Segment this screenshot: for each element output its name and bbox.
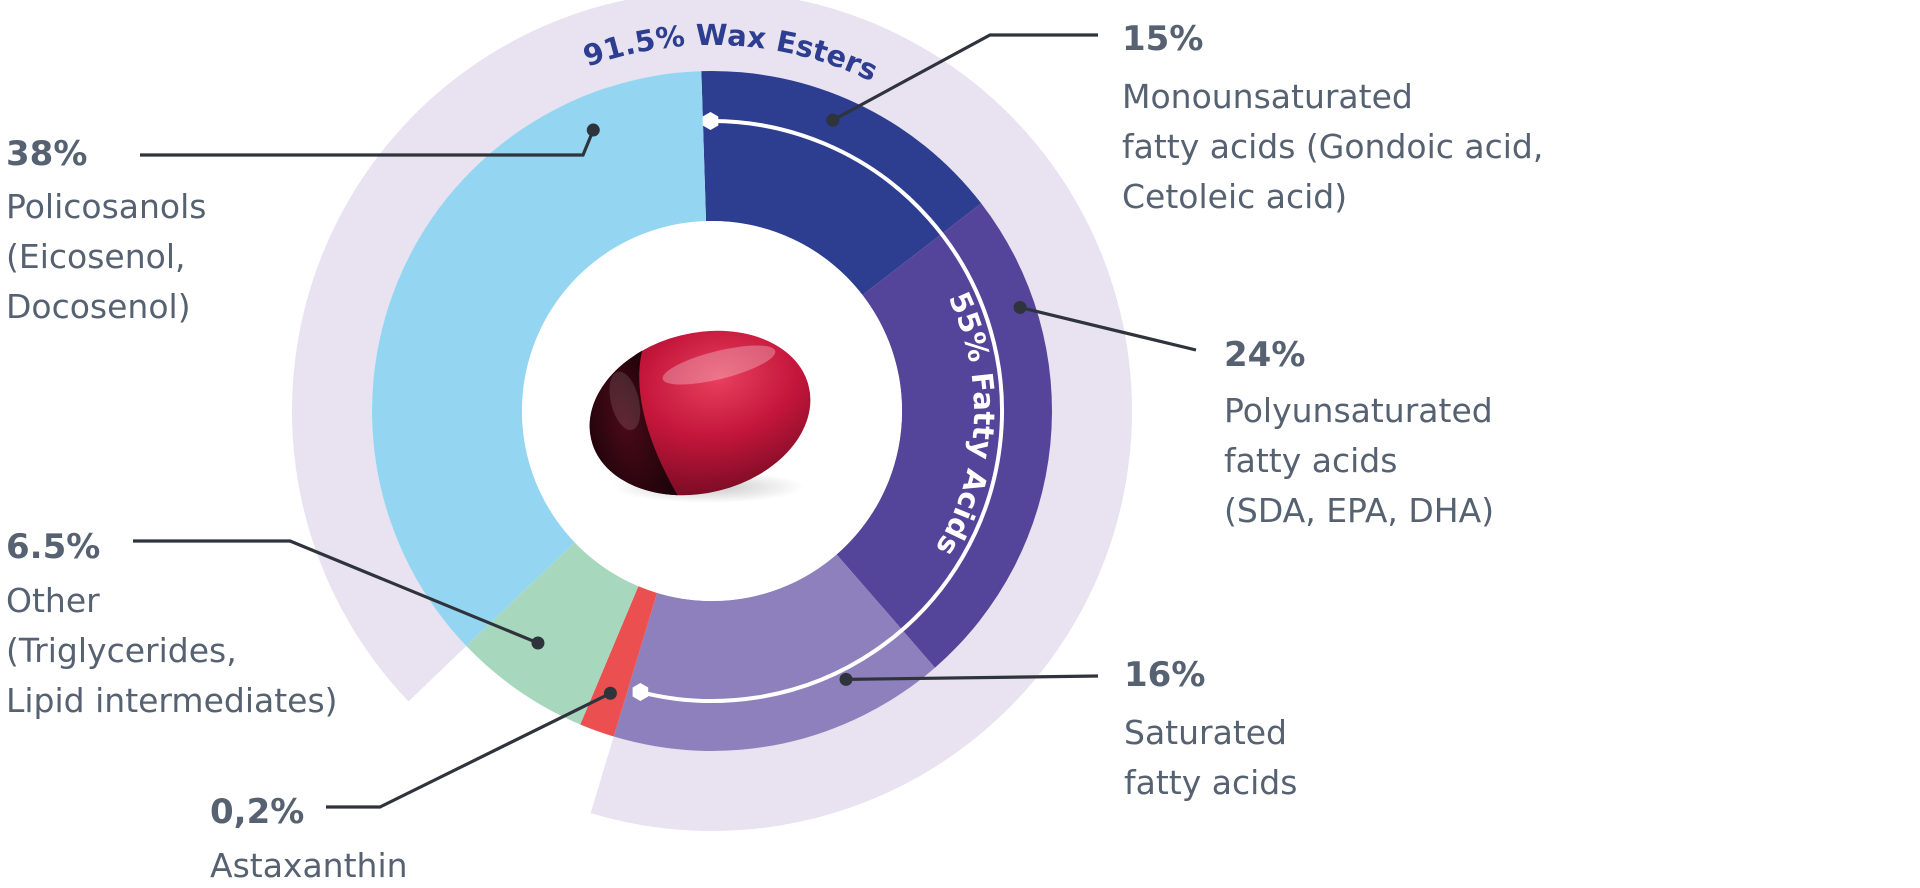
label-polyunsaturated: 24% Polyunsaturated fatty acids (SDA, EP…: [1224, 335, 1494, 530]
slice-label-line: Saturated: [1124, 713, 1287, 752]
bracket-end-node: [632, 683, 649, 701]
label-other: 6.5% Other (Triglycerides, Lipid interme…: [6, 527, 338, 720]
slice-policosanols: [372, 71, 707, 647]
leader-dot-monounsaturated: [826, 113, 840, 127]
slice-label-line: fatty acids: [1124, 763, 1297, 802]
leader-line-monounsaturated: [832, 33, 1098, 122]
label-monounsaturated: 15% Monounsaturated fatty acids (Gondoic…: [1122, 19, 1543, 216]
slice-pct: 38%: [6, 134, 87, 174]
slice-label-line: (SDA, EPA, DHA): [1224, 491, 1494, 530]
slice-label-line: Lipid intermediates): [6, 681, 338, 720]
slice-pct: 15%: [1122, 19, 1203, 59]
slice-label-line: fatty acids: [1224, 441, 1397, 480]
slice-label-line: (Eicosenol,: [6, 237, 186, 276]
fatty-acids-bracket: [639, 119, 1004, 703]
slice-other: [466, 542, 639, 725]
bracket-start-node: [702, 112, 719, 130]
slice-pct: 6.5%: [6, 527, 100, 567]
slice-label-line: Astaxanthin: [210, 846, 408, 885]
leader-line-saturated: [845, 674, 1099, 682]
slice-label-line: fatty acids (Gondoic acid,: [1122, 127, 1543, 166]
slice-pct: 16%: [1124, 655, 1205, 695]
slice-polyunsaturated: [836, 203, 1052, 668]
slice-label-line: Polyunsaturated: [1224, 391, 1493, 430]
slice-label-line: Cetoleic acid): [1122, 177, 1347, 216]
slice-label-line: (Triglycerides,: [6, 631, 237, 670]
label-saturated: 16% Saturated fatty acids: [1124, 655, 1297, 802]
slice-label-line: Policosanols: [6, 187, 206, 226]
slice-label-line: Docosenol): [6, 287, 191, 326]
leader-line-policosanols: [140, 129, 595, 157]
slice-label-line: Other: [6, 581, 100, 620]
label-astaxanthin: 0,2% Astaxanthin: [210, 792, 408, 885]
leader-dot-other: [531, 636, 545, 650]
leader-line-astaxanthin: [326, 691, 612, 809]
slice-label-line: Monounsaturated: [1122, 77, 1413, 116]
label-policosanols: 38% Policosanols (Eicosenol, Docosenol): [6, 134, 206, 326]
leader-dot-polyunsaturated: [1013, 300, 1027, 314]
leader-dot-saturated: [839, 672, 853, 686]
leader-dot-policosanols: [586, 123, 600, 137]
slice-pct: 24%: [1224, 335, 1305, 375]
leader-dot-astaxanthin: [603, 686, 617, 700]
slice-pct: 0,2%: [210, 792, 304, 832]
leader-line-polyunsaturated: [1019, 305, 1197, 352]
leader-line-other: [133, 539, 539, 645]
